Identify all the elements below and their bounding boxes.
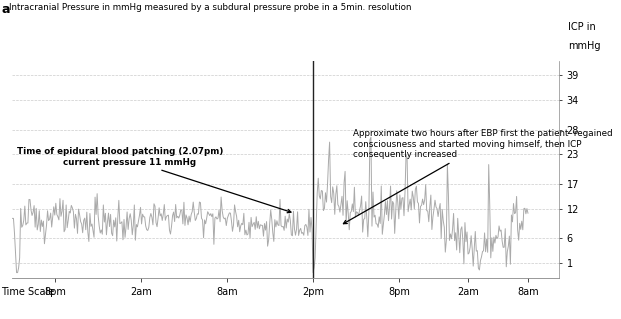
Text: Time of epidural blood patching (2.07pm)
      current pressure 11 mmHg: Time of epidural blood patching (2.07pm)…	[17, 147, 291, 213]
Text: a: a	[1, 3, 10, 16]
Text: ICP in: ICP in	[568, 22, 596, 32]
Text: mmHg: mmHg	[568, 41, 601, 51]
Text: Time Scale: Time Scale	[1, 287, 55, 297]
Text: Approximate two hours after EBP first the patient  regained
consciousness and st: Approximate two hours after EBP first th…	[343, 130, 612, 224]
Text: Intracranial Pressure in mmHg measured by a subdural pressure probe in a 5min. r: Intracranial Pressure in mmHg measured b…	[9, 3, 412, 12]
